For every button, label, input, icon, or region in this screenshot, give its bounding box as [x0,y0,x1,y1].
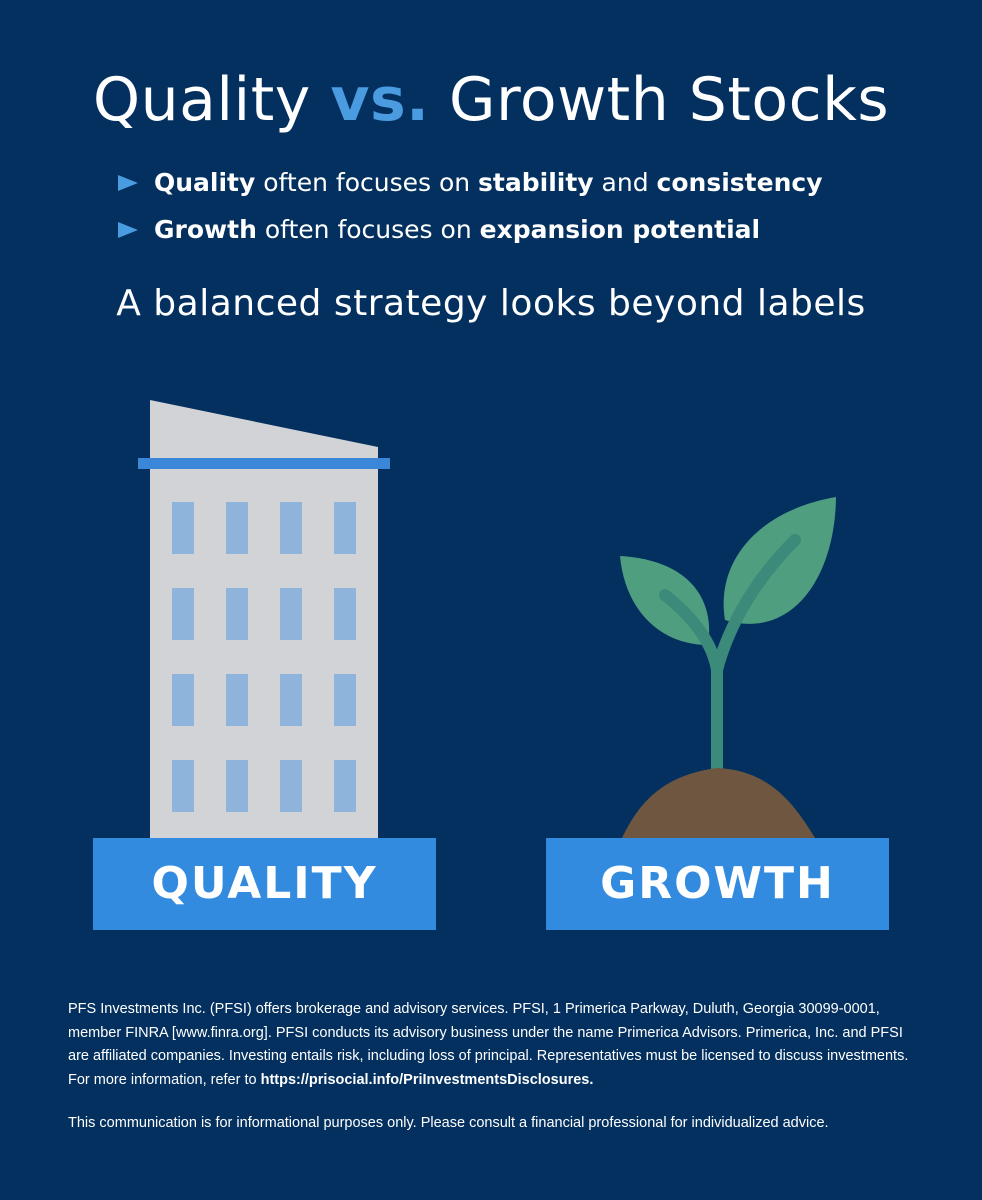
bullet-text: stability [478,168,594,197]
bullet-arrow [118,175,138,191]
disclosure: PFS Investments Inc. (PFSI) offers broke… [68,998,918,1092]
note: This communication is for informational … [68,1115,829,1131]
quality-label: QUALITY [93,838,436,930]
windows [172,502,356,812]
title: Quality vs. Growth Stocks [0,62,982,138]
bullet-text: often focuses on [255,168,479,197]
growth-label: GROWTH [546,838,889,930]
footer: PFS Investments Inc. (PFSI) offers broke… [68,998,918,1156]
bullet: Growth often focuses on expansion potent… [118,213,760,247]
stem [659,534,801,778]
title-part: Growth Stocks [449,65,890,135]
building [150,400,378,838]
bullet-text: expansion potential [479,215,761,244]
subtitle: A balanced strategy looks beyond labels [116,283,866,324]
bullet-text: consistency [656,168,823,197]
soil [622,768,815,838]
bullet-arrow [118,222,138,238]
building-band [138,458,390,469]
bullet-text: Growth [154,215,257,244]
disclosure-link[interactable]: https://prisocial.info/PriInvestmentsDis… [260,1071,594,1088]
bullet-text: and [593,168,657,197]
disclosure-text: PFS Investments Inc. (PFSI) offers broke… [68,1001,909,1088]
bullet: Quality often focuses on stability and c… [118,166,823,200]
bullet-text: Quality [154,168,256,197]
title-part: Quality [92,65,311,135]
title-part: vs. [330,65,430,135]
bullet-text: often focuses on [256,215,480,244]
